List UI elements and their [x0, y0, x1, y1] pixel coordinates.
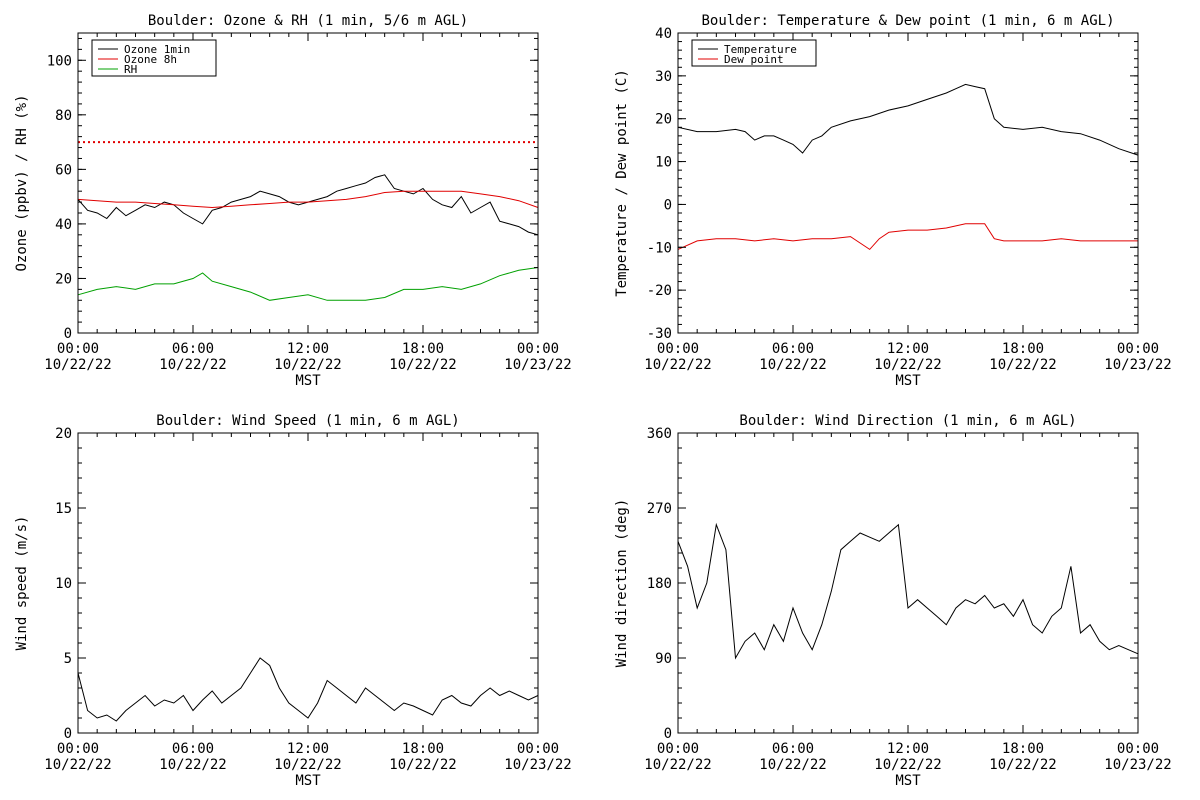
y-tick-label: 60 [55, 162, 72, 178]
y-tick-label: 40 [655, 26, 672, 42]
legend-box [91, 39, 217, 77]
x-tick-time: 00:00 [517, 741, 559, 757]
x-axis-label: MST [295, 773, 321, 789]
y-tick-label: 20 [55, 426, 72, 442]
y-tick-label: 20 [655, 112, 672, 128]
x-tick-date: 10/22/22 [989, 357, 1056, 373]
y-tick-label: 0 [664, 197, 672, 213]
y-tick-label: 90 [655, 651, 672, 667]
x-tick-time: 06:00 [772, 341, 814, 357]
series-line-ozone-1min [77, 174, 539, 236]
y-tick-label: 270 [647, 501, 672, 517]
x-tick-date: 10/23/22 [1104, 757, 1171, 773]
x-tick-time: 00:00 [1117, 741, 1159, 757]
y-tick-label: -20 [647, 283, 672, 299]
panel-wind-speed: Boulder: Wind Speed (1 min, 6 m AGL) 0 5 10… [14, 413, 572, 789]
series-line-temperature [677, 83, 1139, 156]
y-tick-label: 40 [55, 217, 72, 233]
x-axis-label: MST [295, 373, 321, 389]
x-tick-date: 10/22/22 [989, 757, 1056, 773]
y-tick-label: 30 [655, 69, 672, 85]
y-tick-label: 10 [655, 155, 672, 171]
legend-label: RH [124, 63, 137, 76]
y-tick-label: 20 [55, 271, 72, 287]
x-tick-date: 10/22/22 [44, 757, 111, 773]
x-tick-time: 18:00 [402, 341, 444, 357]
x-tick-date: 10/22/22 [389, 357, 456, 373]
legend-label: Ozone 8h [124, 53, 177, 66]
y-tick-label: 80 [55, 108, 72, 124]
plot-frame [677, 432, 1139, 734]
x-tick-time: 06:00 [772, 741, 814, 757]
x-tick-time: 06:00 [172, 741, 214, 757]
y-tick-label: -30 [647, 326, 672, 342]
x-tick-date: 10/23/22 [504, 757, 571, 773]
x-tick-date: 10/22/22 [759, 757, 826, 773]
x-tick-date: 10/22/22 [274, 757, 341, 773]
y-tick-label: 100 [47, 53, 72, 69]
y-tick-label: 15 [55, 501, 72, 517]
panel-temperature-dewpoint: Boulder: Temperature & Dew point (1 min,… [614, 13, 1172, 389]
plot-frame [77, 432, 539, 734]
panel-ozone-rh: Boulder: Ozone & RH (1 min, 5/6 m AGL) 0 2… [14, 13, 572, 389]
legend-label: Ozone 1min [124, 43, 190, 56]
x-axis-label: MST [895, 373, 921, 389]
y-tick-label: 5 [64, 651, 72, 667]
y-axis-label: Temperature / Dew point (C) [614, 69, 630, 297]
series-line-ozone-8h [77, 190, 539, 209]
legend-box [691, 39, 817, 67]
x-tick-date: 10/23/22 [504, 357, 571, 373]
panel-wind-direction: Boulder: Wind Direction (1 min, 6 m AGL)… [614, 413, 1172, 789]
x-tick-date: 10/22/22 [159, 757, 226, 773]
series-line-main [77, 657, 539, 722]
x-tick-date: 10/22/22 [644, 757, 711, 773]
x-tick-time: 12:00 [287, 741, 329, 757]
x-tick-time: 00:00 [517, 341, 559, 357]
chart-title: Boulder: Wind Direction (1 min, 6 m AGL) [739, 413, 1076, 429]
x-tick-time: 18:00 [1002, 741, 1044, 757]
x-tick-date: 10/23/22 [1104, 357, 1171, 373]
x-tick-time: 06:00 [172, 341, 214, 357]
legend-label: Dew point [724, 53, 784, 66]
x-tick-time: 00:00 [657, 741, 699, 757]
x-tick-time: 12:00 [887, 341, 929, 357]
x-tick-time: 00:00 [57, 741, 99, 757]
x-axis-label: MST [895, 773, 921, 789]
x-tick-time: 00:00 [657, 341, 699, 357]
y-tick-label: 0 [64, 726, 72, 742]
series-line-main [677, 522, 1139, 660]
y-axis-label: Wind speed (m/s) [14, 516, 30, 651]
y-tick-label: 360 [647, 426, 672, 442]
x-tick-date: 10/22/22 [644, 357, 711, 373]
x-tick-time: 00:00 [57, 341, 99, 357]
series-line-rh [77, 267, 539, 301]
x-tick-date: 10/22/22 [874, 757, 941, 773]
y-tick-label: 0 [664, 726, 672, 742]
x-tick-date: 10/22/22 [274, 357, 341, 373]
series-line-dew-point [677, 223, 1138, 251]
chart-title: Boulder: Ozone & RH (1 min, 5/6 m AGL) [148, 13, 468, 29]
legend-label: Temperature [724, 43, 797, 56]
plot-frame [77, 32, 539, 334]
x-tick-time: 12:00 [287, 341, 329, 357]
y-tick-label: 180 [647, 576, 672, 592]
x-tick-time: 18:00 [1002, 341, 1044, 357]
x-tick-date: 10/22/22 [44, 357, 111, 373]
y-tick-label: 0 [64, 326, 72, 342]
y-axis-label: Wind direction (deg) [614, 499, 630, 668]
x-tick-date: 10/22/22 [159, 357, 226, 373]
chart-title: Boulder: Temperature & Dew point (1 min,… [701, 13, 1114, 29]
y-axis-label: Ozone (ppbv) / RH (%) [14, 94, 30, 271]
y-tick-label: 10 [55, 576, 72, 592]
x-tick-time: 00:00 [1117, 341, 1159, 357]
plot-frame [677, 32, 1139, 334]
x-tick-date: 10/22/22 [759, 357, 826, 373]
y-tick-label: -10 [647, 240, 672, 256]
x-tick-time: 18:00 [402, 741, 444, 757]
x-tick-date: 10/22/22 [389, 757, 456, 773]
x-tick-date: 10/22/22 [874, 357, 941, 373]
chart-title: Boulder: Wind Speed (1 min, 6 m AGL) [156, 413, 459, 429]
x-tick-time: 12:00 [887, 741, 929, 757]
